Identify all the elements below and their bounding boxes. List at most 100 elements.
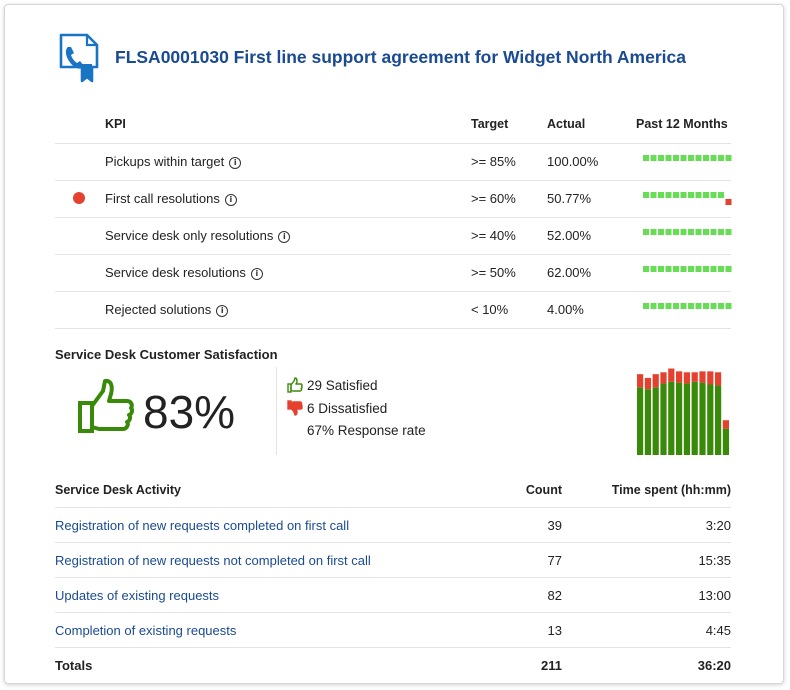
sparkline-met-bar	[643, 303, 649, 309]
activity-time: 15:35	[698, 553, 731, 568]
kpi-row: Rejected solutions i < 10% 4.00%	[55, 292, 732, 329]
sparkline-met-bar	[703, 229, 709, 235]
sparkline-met-bar	[695, 155, 702, 161]
satisfied-stat: 29 Satisfied	[287, 377, 426, 400]
activity-row: Updates of existing requests 82 13:00	[55, 578, 731, 613]
page-title: FLSA0001030 First line support agreement…	[115, 47, 686, 67]
sparkline-met-bar	[650, 303, 657, 309]
kpi-name-text: Rejected solutions	[105, 302, 212, 317]
actual-col-header: Actual	[547, 117, 586, 131]
dissatisfied-bar	[644, 377, 651, 390]
sparkline-met-bar	[688, 229, 694, 235]
sparkline-met-bar	[710, 155, 717, 161]
dissatisfied-bar	[707, 371, 714, 385]
kpi-name-text: First call resolutions	[105, 191, 220, 206]
info-icon[interactable]: i	[216, 305, 229, 317]
activity-row: Completion of existing requests 13 4:45	[55, 613, 731, 648]
kpi-sparkline	[643, 155, 732, 161]
dissatisfied-bar	[637, 374, 644, 388]
phone-contract-icon	[59, 33, 99, 83]
satisfaction-percent: 83%	[143, 386, 236, 438]
sparkline-met-bar	[718, 229, 724, 235]
info-icon[interactable]: i	[250, 268, 263, 280]
sparkline-met-bar	[673, 155, 679, 161]
info-icon[interactable]: i	[224, 194, 237, 206]
kpi-name: Rejected solutions i	[105, 302, 229, 317]
activity-link[interactable]: Registration of new requests completed o…	[55, 518, 350, 533]
sparkline-met-bar	[688, 266, 694, 272]
page-header: FLSA0001030 First line support agreement…	[57, 33, 747, 83]
kpi-target: >= 85%	[471, 154, 516, 169]
satisfied-bar	[699, 382, 706, 455]
dissatisfied-bar	[676, 371, 683, 383]
sparkline-met-bar	[703, 303, 709, 309]
activity-table: Service Desk Activity Count Time spent (…	[55, 473, 731, 682]
activity-time: 13:00	[698, 588, 731, 603]
kpi-target: >= 40%	[471, 228, 516, 243]
sparkline-met-bar	[725, 266, 732, 272]
kpi-name: Service desk resolutions i	[105, 265, 263, 280]
kpi-name-text: Service desk only resolutions	[105, 228, 274, 243]
satisfied-bar	[707, 384, 714, 455]
kpi-table: KPI Target Actual Past 12 Months Pickups…	[55, 107, 732, 329]
satisfied-bar	[644, 389, 651, 455]
sparkline-met-bar	[650, 266, 657, 272]
dissatisfied-bar	[699, 371, 706, 383]
sparkline-met-bar	[650, 155, 657, 161]
activity-count: 77	[547, 553, 562, 568]
sparkline-met-bar	[695, 303, 702, 309]
sparkline-met-bar	[688, 303, 694, 309]
kpi-sparkline	[643, 229, 732, 235]
sparkline-met-bar	[673, 266, 679, 272]
activity-link[interactable]: Registration of new requests not complet…	[55, 553, 371, 568]
dissatisfied-bar	[668, 368, 675, 382]
target-col-header: Target	[471, 117, 509, 131]
csat-stats: 29 Satisfied 6 Dissatisfied 67% Response…	[287, 377, 426, 446]
response-rate: 67% Response rate	[307, 423, 426, 438]
activity-row: Registration of new requests not complet…	[55, 543, 731, 578]
activity-link[interactable]: Completion of existing requests	[55, 623, 237, 638]
dissatisfied-bar	[722, 420, 729, 429]
kpi-actual: 50.77%	[547, 191, 592, 206]
alert-status-dot	[73, 192, 85, 204]
sparkline-met-bar	[703, 192, 709, 198]
activity-header-row: Service Desk Activity Count Time spent (…	[55, 473, 731, 508]
kpi-header-row: KPI Target Actual Past 12 Months	[55, 107, 731, 144]
sparkline-met-bar	[665, 155, 672, 161]
kpi-name-text: Service desk resolutions	[105, 265, 246, 280]
sparkline-met-bar	[658, 303, 664, 309]
activity-link[interactable]: Updates of existing requests	[55, 588, 220, 603]
satisfied-count: 29 Satisfied	[307, 378, 378, 393]
sparkline-met-bar	[650, 229, 657, 235]
activity-count: 82	[547, 588, 562, 603]
response-stat: 67% Response rate	[287, 423, 426, 446]
sparkline-met-bar	[658, 266, 664, 272]
dissatisfied-bar	[691, 372, 698, 382]
trend-col-header: Past 12 Months	[636, 117, 728, 131]
kpi-target: < 10%	[471, 302, 509, 317]
activity-time: 4:45	[705, 623, 731, 638]
kpi-actual: 4.00%	[547, 302, 584, 317]
kpi-sparkline	[643, 266, 732, 272]
info-icon[interactable]: i	[278, 231, 291, 243]
sparkline-met-bar	[673, 303, 679, 309]
sparkline-met-bar	[710, 192, 717, 198]
sparkline-met-bar	[718, 303, 724, 309]
sparkline-met-bar	[710, 266, 717, 272]
sparkline-met-bar	[680, 155, 687, 161]
count-col-header: Count	[525, 483, 562, 497]
dissatisfied-stat: 6 Dissatisfied	[287, 400, 426, 423]
kpi-target: >= 50%	[471, 265, 516, 280]
sparkline-met-bar	[643, 266, 649, 272]
info-icon[interactable]: i	[229, 157, 242, 169]
sparkline-met-bar	[725, 303, 732, 309]
activity-count: 39	[547, 518, 562, 533]
sparkline-met-bar	[718, 266, 724, 272]
kpi-row: Service desk only resolutions i >= 40% 52.0…	[55, 218, 732, 255]
kpi-actual: 100.00%	[547, 154, 599, 169]
sparkline-met-bar	[688, 192, 694, 198]
sparkline-met-bar	[680, 303, 687, 309]
sparkline-met-bar	[673, 229, 679, 235]
totals-time: 36:20	[697, 658, 731, 673]
kpi-target: >= 60%	[471, 191, 516, 206]
